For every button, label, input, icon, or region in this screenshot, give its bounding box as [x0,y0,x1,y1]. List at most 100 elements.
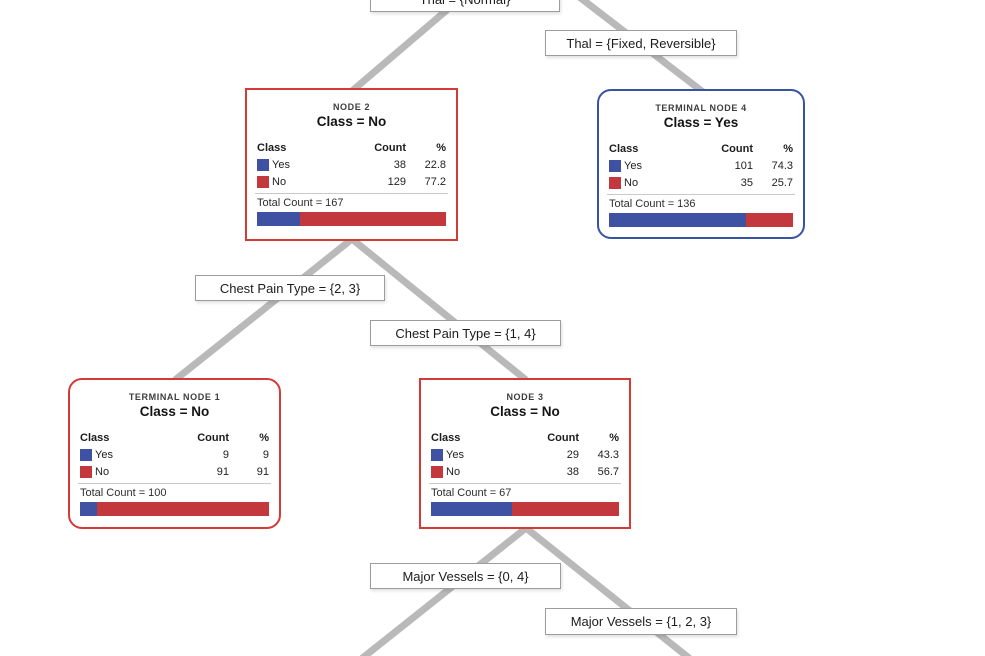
no-color-swatch [431,465,443,478]
row-label: Yes [95,448,113,461]
total-count: Total Count = 167 [257,197,344,209]
split-label-major-vessels-1-2-3: Major Vessels = {1, 2, 3} [545,608,737,635]
yes-color-swatch [257,158,269,171]
total-count: Total Count = 100 [80,487,167,499]
row-count: 91 [216,465,229,478]
row-count: 101 [734,159,753,172]
distribution-bar [609,213,793,227]
edge-node2-to-terminal1 [172,236,355,383]
divider [255,193,448,194]
node-row-yes: Yes 38 22.8 [257,156,446,173]
header-count: Count [547,431,579,444]
header-count: Count [197,431,229,444]
row-label: Yes [624,159,642,172]
bar-no-segment [745,213,793,227]
no-color-swatch [609,176,621,189]
node-table-header: Class Count % [431,429,619,446]
row-count: 38 [566,465,579,478]
total-count: Total Count = 136 [609,198,696,210]
node-row-yes: Yes 101 74.3 [609,157,793,174]
row-pct: 22.8 [424,158,446,171]
row-label: No [624,176,639,189]
tree-node-terminal-4[interactable]: TERMINAL NODE 4 Class = Yes Class Count … [597,89,805,239]
row-pct: 74.3 [771,159,793,172]
no-color-swatch [80,465,92,478]
node-table-header: Class Count % [80,429,269,446]
node-class-label: Class = No [490,404,560,419]
total-count: Total Count = 67 [431,487,512,499]
row-label: No [272,175,287,188]
node-row-no: No 129 77.2 [257,173,446,190]
yes-color-swatch [609,159,621,172]
node-title: NODE 3 [506,392,544,402]
row-label: No [95,465,110,478]
row-pct: 25.7 [771,176,793,189]
row-pct: 91 [256,465,269,478]
yes-color-swatch [431,448,443,461]
bar-yes-segment [80,502,97,516]
row-label: Yes [446,448,464,461]
header-pct: % [609,431,619,444]
header-pct: % [783,142,793,155]
row-count: 9 [222,448,229,461]
split-label-chest-pain-1-4: Chest Pain Type = {1, 4} [370,320,561,346]
header-class: Class [609,142,639,155]
node-class-label: Class = No [316,114,387,129]
row-pct: 77.2 [424,175,446,188]
tree-node-3[interactable]: NODE 3 Class = No Class Count % Yes 29 4… [419,378,631,529]
bar-no-segment [300,212,446,226]
row-pct: 43.3 [597,448,619,461]
row-label: No [446,465,461,478]
distribution-bar [257,212,446,226]
row-label: Yes [272,158,290,171]
bar-yes-segment [609,213,746,227]
divider [429,483,621,484]
edge-root-to-node2 [349,0,464,94]
row-pct: 56.7 [597,465,619,478]
node-row-yes: Yes 29 43.3 [431,446,619,463]
node-title: TERMINAL NODE 4 [655,103,747,113]
header-pct: % [259,431,269,444]
divider [607,194,795,195]
node-row-no: No 38 56.7 [431,463,619,480]
bar-no-segment [512,502,619,516]
row-count: 38 [393,158,406,171]
tree-node-terminal-1[interactable]: TERMINAL NODE 1 Class = No Class Count %… [68,378,281,529]
node-table-header: Class Count % [257,139,446,156]
row-count: 35 [740,176,753,189]
row-count: 129 [387,175,406,188]
split-label-thal-fixed-reversible: Thal = {Fixed, Reversible} [545,30,737,56]
split-label-thal-normal: Thal = {Normal} [370,0,560,12]
node-row-yes: Yes 9 9 [80,446,269,463]
divider [78,483,271,484]
header-class: Class [257,141,287,154]
distribution-bar [80,502,269,516]
row-count: 29 [566,448,579,461]
header-count: Count [374,141,406,154]
yes-color-swatch [80,448,92,461]
node-class-label: Class = Yes [663,115,739,130]
node-row-no: No 91 91 [80,463,269,480]
tree-node-2[interactable]: NODE 2 Class = No Class Count % Yes 38 2… [245,88,458,241]
header-count: Count [721,142,753,155]
bar-yes-segment [431,502,513,516]
bar-yes-segment [257,212,301,226]
node-table-header: Class Count % [609,140,793,157]
split-label-chest-pain-2-3: Chest Pain Type = {2, 3} [195,275,385,301]
bar-no-segment [97,502,269,516]
header-class: Class [80,431,110,444]
node-title: NODE 2 [332,102,371,112]
edge-node2-to-node3 [349,236,529,383]
header-class: Class [431,431,461,444]
node-title: TERMINAL NODE 1 [128,392,221,402]
node-class-label: Class = No [139,404,210,419]
header-pct: % [436,141,446,154]
no-color-swatch [257,175,269,188]
distribution-bar [431,502,619,516]
node-row-no: No 35 25.7 [609,174,793,191]
edge-node3-to-left-child [359,525,529,656]
edge-node3-to-right-child [523,525,693,656]
row-pct: 9 [262,448,269,461]
